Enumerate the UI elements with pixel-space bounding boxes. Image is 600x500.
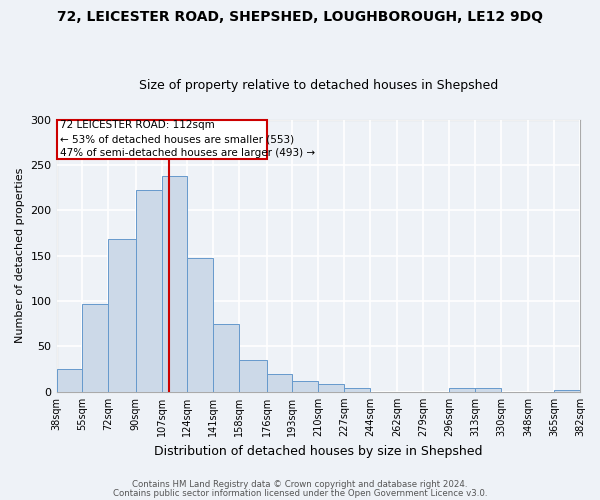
- Y-axis label: Number of detached properties: Number of detached properties: [15, 168, 25, 344]
- FancyBboxPatch shape: [56, 120, 266, 158]
- Bar: [239, 360, 266, 392]
- Bar: [108, 240, 136, 392]
- Bar: [213, 324, 239, 392]
- Bar: [187, 258, 213, 392]
- Text: Contains HM Land Registry data © Crown copyright and database right 2024.: Contains HM Land Registry data © Crown c…: [132, 480, 468, 489]
- Bar: [56, 369, 82, 392]
- Bar: [266, 374, 292, 392]
- Bar: [292, 381, 318, 392]
- Bar: [475, 388, 501, 392]
- Title: Size of property relative to detached houses in Shepshed: Size of property relative to detached ho…: [139, 79, 498, 92]
- Bar: [344, 388, 370, 392]
- Bar: [161, 176, 187, 392]
- Bar: [136, 190, 161, 392]
- Text: 72, LEICESTER ROAD, SHEPSHED, LOUGHBOROUGH, LE12 9DQ: 72, LEICESTER ROAD, SHEPSHED, LOUGHBOROU…: [57, 10, 543, 24]
- Bar: [554, 390, 580, 392]
- X-axis label: Distribution of detached houses by size in Shepshed: Distribution of detached houses by size …: [154, 444, 482, 458]
- Text: 72 LEICESTER ROAD: 112sqm
← 53% of detached houses are smaller (553)
47% of semi: 72 LEICESTER ROAD: 112sqm ← 53% of detac…: [59, 120, 315, 158]
- Text: Contains public sector information licensed under the Open Government Licence v3: Contains public sector information licen…: [113, 488, 487, 498]
- Bar: [82, 304, 108, 392]
- Bar: [449, 388, 475, 392]
- Bar: [318, 384, 344, 392]
